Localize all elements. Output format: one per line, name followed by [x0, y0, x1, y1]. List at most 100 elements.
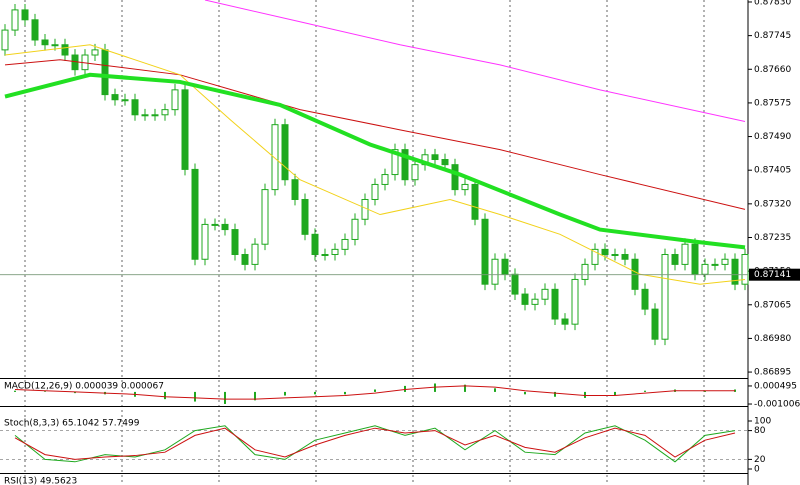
- candle-body: [341, 238, 349, 250]
- candle-body: [91, 49, 99, 56]
- candle-body: [611, 254, 619, 257]
- candle-body: [401, 149, 409, 181]
- y-tick-label: 0.87660: [754, 65, 791, 75]
- candle-body: [371, 183, 379, 200]
- candle-body: [731, 258, 739, 285]
- candle-body: [351, 218, 359, 240]
- macd-signal: [14, 385, 735, 400]
- moving-average: [204, 0, 746, 123]
- candle-body: [671, 254, 679, 265]
- candle-body: [741, 254, 749, 285]
- candle-body: [161, 109, 169, 116]
- candle-body: [441, 159, 449, 166]
- candle-body: [331, 248, 339, 256]
- macd-bar: [344, 391, 346, 395]
- macd-bar: [704, 390, 706, 392]
- candle-body: [61, 44, 69, 56]
- candle-body: [431, 154, 439, 161]
- macd-bar: [434, 383, 436, 392]
- candle-body: [651, 308, 659, 340]
- moving-average: [4, 72, 746, 250]
- macd-bar: [554, 391, 556, 397]
- candle-body: [171, 89, 179, 111]
- candle-body: [251, 243, 259, 265]
- y-tick-label: 0.87235: [754, 233, 791, 243]
- candle-body: [201, 223, 209, 260]
- macd-bar: [224, 391, 226, 404]
- candle-body: [21, 9, 29, 21]
- current-price-label: 0.87141: [754, 270, 791, 280]
- macd-bar: [464, 384, 466, 392]
- candle-body: [641, 288, 649, 310]
- macd-bar: [374, 389, 376, 392]
- candle-body: [561, 318, 569, 325]
- candle-body: [541, 288, 549, 300]
- candle-body: [271, 124, 279, 191]
- macd-bar: [14, 390, 16, 392]
- candle-body: [661, 254, 669, 340]
- macd-bar: [614, 391, 616, 396]
- candle-body: [501, 258, 509, 275]
- candle-body: [691, 243, 699, 275]
- candle-body: [491, 258, 499, 285]
- candle-body: [131, 99, 139, 116]
- candle-body: [521, 293, 529, 305]
- candle-body: [281, 124, 289, 181]
- y-tick-label: 0.87490: [754, 132, 791, 142]
- macd-bar: [404, 385, 406, 392]
- y-tick-label: 0.87830: [754, 0, 791, 7]
- candle-body: [121, 99, 129, 102]
- moving-average: [4, 59, 746, 210]
- candle-body: [591, 248, 599, 265]
- candle-body: [601, 248, 609, 256]
- candle-body: [301, 198, 309, 235]
- macd-bar: [314, 391, 316, 395]
- macd-bar: [644, 390, 646, 392]
- moving-average: [4, 44, 746, 285]
- candle-body: [321, 254, 329, 257]
- y-tick-label: 0.86895: [754, 368, 791, 378]
- candle-body: [621, 254, 629, 260]
- macd-bar: [494, 388, 496, 392]
- y-tick-label: 0.87745: [754, 31, 791, 41]
- macd-bar: [44, 391, 46, 392]
- candle-body: [211, 223, 219, 226]
- candle-body: [31, 19, 39, 41]
- candle-body: [711, 263, 719, 266]
- candle-body: [511, 273, 519, 295]
- y-tick-label: -0.001006: [754, 400, 800, 410]
- candle-body: [1, 29, 9, 51]
- candle-body: [451, 164, 459, 191]
- y-tick-label: 0.000495: [754, 381, 797, 391]
- candle-body: [11, 9, 19, 31]
- macd-bar: [254, 391, 256, 401]
- candle-body: [471, 183, 479, 220]
- candle-body: [391, 149, 399, 176]
- candle-body: [461, 183, 469, 191]
- y-tick-label: 100: [754, 417, 771, 427]
- macd-bar: [584, 391, 586, 398]
- vertical-grid: [24, 0, 705, 485]
- macd-bar: [524, 391, 526, 395]
- candle-body: [381, 174, 389, 185]
- macd-title: MACD(12,26,9) 0.000039 0.000067: [4, 382, 164, 392]
- macd-bar: [284, 391, 286, 396]
- candle-body: [191, 168, 199, 260]
- y-tick-label: 0.87065: [754, 300, 791, 310]
- candle-body: [551, 288, 559, 320]
- y-tick-label: 0.86980: [754, 334, 791, 344]
- macd-bar: [194, 391, 196, 402]
- candle-body: [311, 233, 319, 256]
- y-tick-label: 0.87320: [754, 199, 791, 209]
- candle-body: [531, 298, 539, 305]
- rsi-title: RSI(13) 49.5623: [4, 477, 77, 485]
- stoch-title: Stoch(8,3,3) 65.1042 57.7499: [4, 419, 140, 429]
- candle-body: [681, 243, 689, 265]
- candle-body: [51, 44, 59, 47]
- candle-body: [581, 263, 589, 280]
- candle-body: [291, 179, 299, 200]
- current-price-box: [749, 268, 800, 281]
- y-tick-label: 80: [754, 426, 766, 436]
